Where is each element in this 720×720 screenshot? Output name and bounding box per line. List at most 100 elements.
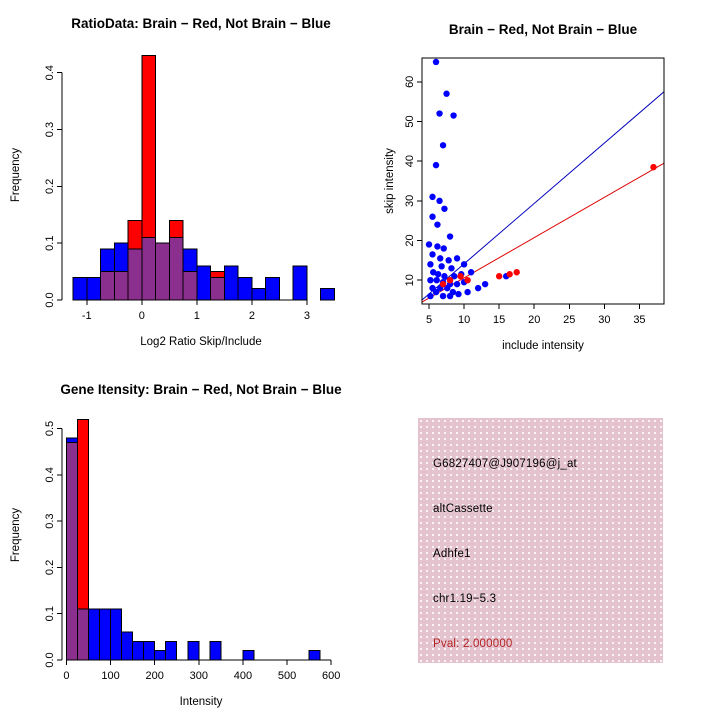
- scatter-point: [451, 273, 458, 280]
- scatter-point: [448, 265, 455, 272]
- scatter-point: [429, 251, 436, 258]
- gene-histogram-plot: 0 100 200 300 400 500 600 0.0 0.1 0.2 0.3 0.4 0.5: [44, 418, 340, 682]
- hist-bar-overlap: [168, 237, 184, 301]
- scatter-point: [437, 255, 444, 262]
- scatter-point: [440, 245, 447, 252]
- x-tick-label: 400: [234, 670, 252, 682]
- scatter-points-not-brain: [425, 58, 510, 300]
- gene-histogram-title: Gene Itensity: Brain − Red, Not Brain − …: [60, 382, 342, 397]
- scatter-point: [446, 276, 454, 284]
- scatter-point: [436, 110, 443, 117]
- scatter-xlabel: include intensity: [502, 340, 584, 352]
- scatter-point: [439, 292, 447, 300]
- hist-bar: [110, 608, 123, 661]
- hist-bar-overlap: [127, 248, 143, 301]
- scatter-point: [429, 193, 436, 201]
- hist-bar-overlap: [113, 271, 129, 301]
- hist-bar: [320, 288, 335, 301]
- scatter-point: [506, 271, 513, 278]
- hist-bar: [87, 608, 101, 661]
- hist-bar: [196, 265, 212, 301]
- scatter-point: [453, 255, 461, 262]
- splice-type-text: altCassette: [433, 503, 493, 515]
- hist-bar: [165, 640, 178, 661]
- scatter-point: [432, 58, 440, 66]
- scatter-point: [430, 269, 437, 276]
- hist-bar-overlap: [182, 271, 198, 301]
- scatter-point: [441, 273, 448, 280]
- hist-bar: [251, 288, 267, 301]
- panel-ratio-histogram: RatioData: Brain − Red, Not Brain − Blue…: [0, 0, 360, 360]
- scatter-point: [457, 273, 464, 280]
- panel-info: G6827407@J907196@j_at altCassette Adhfe1…: [360, 360, 720, 720]
- hist-bar: [265, 276, 280, 301]
- scatter-point: [453, 280, 461, 288]
- hist-bar: [121, 631, 134, 661]
- scatter-point: [439, 142, 447, 149]
- x-tick-label: -1: [82, 310, 92, 322]
- x-tick-label: 1: [194, 310, 200, 322]
- scatter-point: [446, 233, 454, 240]
- hist-bar: [292, 265, 308, 301]
- scatter-point: [460, 261, 468, 268]
- histogram-bars: [72, 55, 335, 301]
- scatter-point: [434, 271, 442, 278]
- x-tick-label: 0: [63, 670, 69, 682]
- scatter-point: [445, 257, 452, 264]
- scatter-point: [464, 276, 471, 284]
- gene-histogram-xlabel: Intensity: [179, 696, 223, 708]
- scatter-point: [513, 269, 520, 276]
- ratio-histogram-xlabel: Log2 Ratio Skip/Include: [140, 336, 262, 348]
- y-tick-label: 40: [404, 155, 416, 167]
- y-tick-label: 0.0: [44, 652, 56, 667]
- scatter-point: [474, 284, 482, 292]
- x-tick-label: 2: [249, 310, 255, 322]
- hist-bar: [237, 276, 253, 301]
- x-tick-label: 100: [101, 670, 119, 682]
- hist-bar: [242, 650, 255, 661]
- y-tick-label: 30: [404, 195, 416, 207]
- hist-bar: [154, 650, 167, 661]
- scatter-point: [481, 280, 489, 288]
- scatter-point: [427, 292, 434, 300]
- x-tick-label: 300: [190, 670, 208, 682]
- y-tick-label: 50: [404, 115, 416, 127]
- y-tick-label: 0.4: [44, 65, 56, 80]
- hist-bar: [223, 265, 239, 301]
- locus-text: chr1.19−5.3: [433, 593, 497, 605]
- hist-bar: [143, 640, 156, 661]
- scatter-point: [455, 290, 462, 298]
- hist-bar-overlap: [76, 608, 89, 661]
- x-tick-label: 30: [598, 314, 610, 326]
- plot-box: [421, 57, 665, 305]
- x-tick-label: 600: [322, 670, 340, 682]
- scatter-point: [438, 263, 445, 270]
- scatter-point: [432, 288, 440, 296]
- hist-bar-overlap: [155, 242, 170, 301]
- x-tick-label: 0: [139, 310, 145, 322]
- hist-bar: [187, 640, 200, 661]
- y-tick-label: 20: [404, 234, 416, 246]
- y-tick-label: 0.2: [44, 560, 56, 575]
- pval-text: Pval: 2.000000: [433, 638, 513, 650]
- scatter-plot: 5 10 15 20 25 30 35 10 20 30 40 50 60: [404, 57, 665, 326]
- y-tick-label: 10: [404, 274, 416, 286]
- hist-bar-overlap: [100, 271, 115, 301]
- scatter-point: [427, 261, 434, 268]
- scatter-point: [425, 241, 433, 248]
- scatter-point: [432, 161, 440, 169]
- scatter-point: [434, 221, 441, 228]
- scatter-point: [443, 90, 450, 97]
- x-tick-label: 10: [458, 314, 470, 326]
- scatter-point: [495, 273, 503, 280]
- x-tick-label: 25: [563, 314, 575, 326]
- hist-bar-overlap: [210, 276, 225, 301]
- brain-fit-line: [421, 162, 665, 303]
- hist-bar-overlap: [65, 441, 78, 661]
- y-tick-label: 0.3: [44, 513, 56, 528]
- y-tick-label: 0.1: [44, 236, 56, 251]
- probe-id-text: G6827407@J907196@j_at: [433, 458, 577, 470]
- x-tick-label: 15: [493, 314, 505, 326]
- scatter-point: [434, 243, 441, 250]
- scatter-point: [467, 269, 475, 276]
